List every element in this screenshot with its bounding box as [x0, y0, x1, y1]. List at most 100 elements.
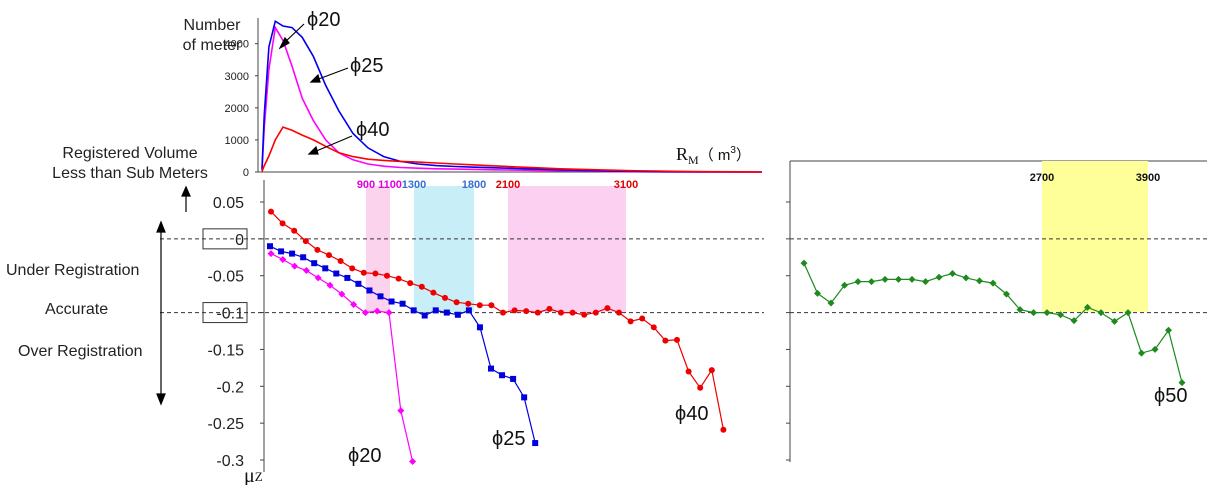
region-band	[1042, 161, 1148, 312]
data-point	[442, 294, 448, 301]
data-point	[465, 307, 472, 314]
data-point	[314, 274, 322, 282]
series-line-3	[270, 211, 724, 430]
region-to-label: 1100	[378, 179, 402, 191]
data-point	[521, 394, 528, 401]
data-point	[350, 300, 358, 308]
data-point	[395, 275, 402, 282]
data-point	[465, 300, 472, 307]
x-label-sub: M	[688, 153, 699, 167]
side-labels: Registered Volume Less than Sub Meters U…	[6, 145, 208, 360]
data-point	[1057, 311, 1064, 319]
x-label-r: R	[676, 144, 688, 164]
region-band	[414, 186, 474, 312]
data-point	[355, 280, 362, 287]
y-tick-label: -0.05	[208, 269, 245, 286]
data-point	[421, 312, 428, 319]
data-point	[935, 273, 943, 281]
data-point	[372, 270, 379, 277]
x-label-unit-sup: 3	[730, 145, 736, 156]
data-point	[1016, 306, 1024, 314]
data-point	[488, 302, 495, 309]
data-point	[708, 367, 715, 374]
accuracy-region-labels: 900 1100 1300 1800 2100 3100	[357, 179, 638, 191]
series-line-1	[270, 253, 414, 462]
distribution-y-label: Number of meter	[183, 17, 242, 54]
data-point	[1043, 309, 1051, 317]
data-point	[453, 299, 460, 306]
distribution-line-3	[261, 126, 763, 173]
data-point	[1084, 303, 1091, 311]
data-point	[1003, 290, 1010, 298]
data-point	[366, 287, 373, 294]
y-tick-label: -0.15	[208, 342, 245, 359]
data-point	[267, 250, 275, 258]
accuracy-regions	[366, 186, 626, 312]
accuracy-y-ticks: 0.05 0 -0.05 -0.1 -0.15 -0.2 -0.25 -0.3	[202, 195, 264, 470]
data-point	[384, 272, 390, 279]
data-point	[430, 289, 437, 296]
data-point	[344, 274, 351, 281]
data-point	[1097, 309, 1105, 317]
data-point	[868, 278, 875, 286]
data-point	[268, 208, 274, 215]
data-point	[432, 307, 439, 314]
data-point	[922, 278, 929, 286]
data-point	[881, 275, 889, 283]
arrow-phi25	[315, 67, 349, 81]
distribution-y-label-line1: Number	[184, 17, 242, 34]
data-point	[300, 254, 307, 261]
data-point	[1030, 309, 1037, 317]
data-point	[854, 278, 862, 286]
data-point	[1070, 317, 1078, 325]
arrow-phi25-head	[309, 73, 321, 83]
data-point	[908, 275, 916, 283]
data-point	[674, 336, 680, 343]
data-point	[976, 277, 983, 285]
series-label-phi20: ϕ20	[348, 445, 381, 467]
accuracy-chart: 0.05 0 -0.05 -0.1 -0.15 -0.2 -0.25 -0.3 900 1100…	[6, 145, 764, 485]
data-point	[278, 248, 285, 255]
data-point	[291, 227, 298, 234]
data-point	[407, 280, 414, 287]
data-point	[397, 407, 405, 415]
data-point	[592, 309, 599, 316]
data-point	[279, 255, 287, 263]
x-label-unit-close: ）	[736, 147, 751, 164]
data-point	[814, 289, 821, 297]
data-point	[827, 299, 835, 307]
arrow-over-head	[156, 393, 166, 406]
data-point	[360, 269, 367, 276]
data-point	[388, 298, 395, 305]
data-point	[476, 324, 483, 331]
phi50-chart: 2700 3900 ϕ50	[786, 160, 1207, 462]
data-point	[616, 309, 622, 316]
data-point	[510, 375, 517, 382]
data-point	[385, 309, 393, 317]
series-label-phi40: ϕ40	[675, 403, 708, 425]
data-point	[476, 302, 483, 309]
distribution-y-tick-label: 1000	[225, 135, 249, 147]
data-point	[558, 309, 564, 316]
region-band	[508, 186, 626, 312]
y-tick-label: -0.3	[216, 453, 244, 470]
series-label-phi50: ϕ50	[1154, 385, 1187, 407]
data-point	[697, 384, 704, 391]
data-point	[410, 307, 417, 314]
arrow-under-head	[156, 220, 166, 233]
data-point	[1165, 326, 1172, 334]
y-tick-label: -0.1	[216, 306, 244, 323]
y-tick-label: 0.05	[213, 195, 244, 212]
side-arrows	[156, 185, 191, 406]
data-point	[800, 259, 808, 267]
data-point	[639, 315, 646, 322]
data-point	[302, 267, 310, 275]
arrow-phi40-head	[307, 145, 319, 155]
data-point	[500, 309, 506, 316]
label-registered-line1: Registered Volume	[62, 145, 197, 162]
distribution-y-tick-label: 4000	[225, 39, 249, 51]
region-from-label: 900	[357, 179, 375, 191]
data-point	[488, 365, 494, 372]
data-point	[337, 257, 344, 264]
